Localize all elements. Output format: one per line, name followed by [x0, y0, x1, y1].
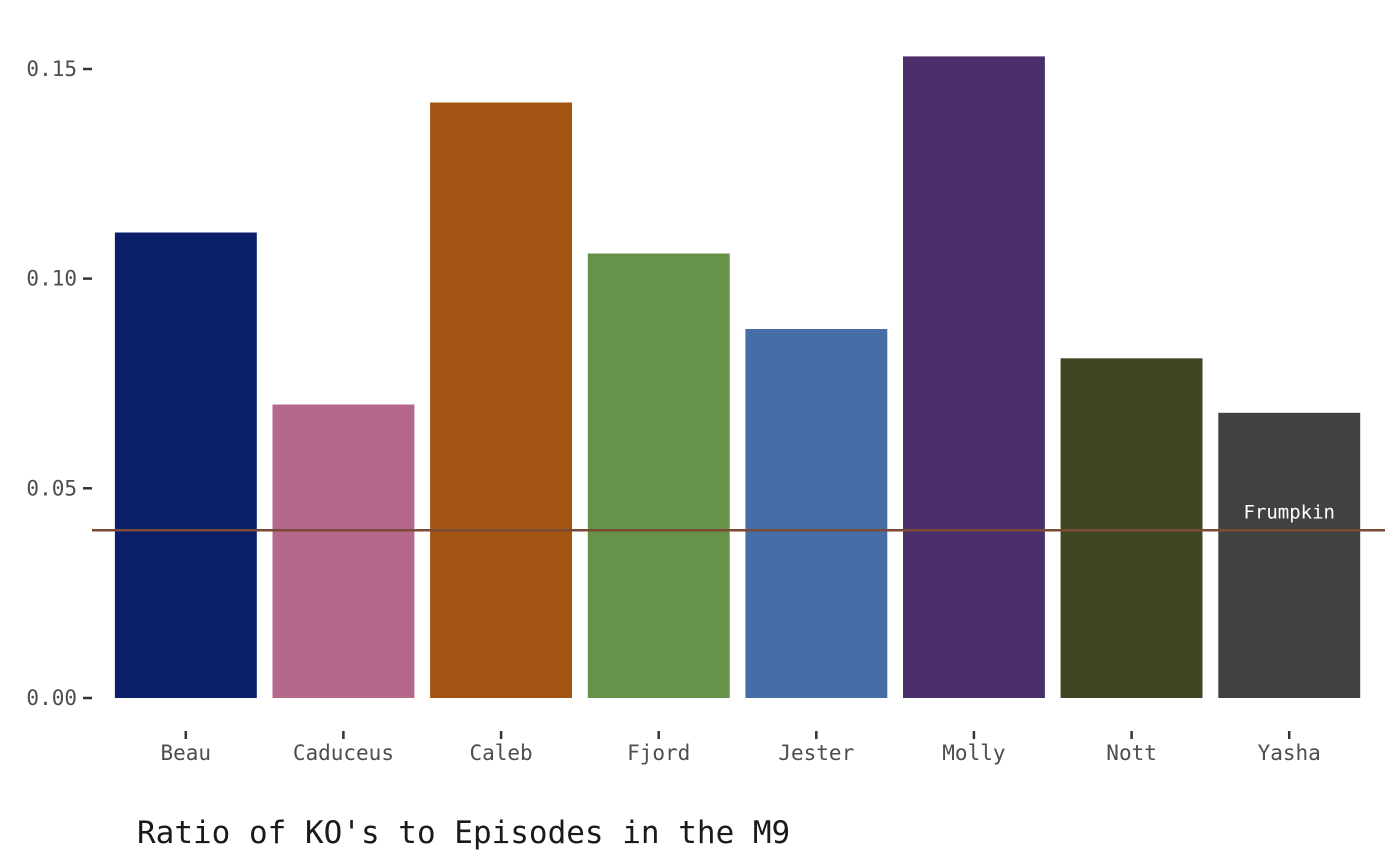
bar-molly — [903, 56, 1045, 698]
reference-line-label: Frumpkin — [1243, 501, 1335, 523]
bar-nott — [1060, 358, 1203, 698]
chart-title: Ratio of KO's to Episodes in the M9 — [137, 815, 790, 851]
bar-yasha — [1218, 412, 1361, 698]
x-axis: Beau Caduceus Caleb Fjord Jester Molly Nott Yas… — [161, 731, 1321, 765]
bar-beau — [114, 232, 257, 698]
y-axis: 0.00 0.05 0.10 0.15 — [26, 57, 92, 710]
x-tick-label-caleb: Caleb — [469, 741, 532, 765]
x-tick-label-fjord: Fjord — [627, 741, 690, 765]
y-tick-label: 0.05 — [26, 476, 77, 500]
bar-fjord — [587, 253, 730, 698]
bar-caleb — [430, 102, 572, 698]
bars — [114, 56, 1361, 698]
y-tick-label: 0.10 — [26, 267, 77, 291]
x-tick-label-caduceus: Caduceus — [293, 741, 394, 765]
y-tick-label: 0.00 — [26, 686, 77, 710]
x-tick-label-jester: Jester — [778, 741, 854, 765]
x-tick-label-yasha: Yasha — [1258, 741, 1321, 765]
y-tick-label: 0.15 — [26, 57, 77, 81]
x-tick-label-molly: Molly — [942, 741, 1005, 765]
x-tick-label-nott: Nott — [1106, 741, 1157, 765]
x-tick-label-beau: Beau — [161, 741, 212, 765]
bar-jester — [745, 329, 888, 698]
bar-caduceus — [272, 404, 415, 698]
